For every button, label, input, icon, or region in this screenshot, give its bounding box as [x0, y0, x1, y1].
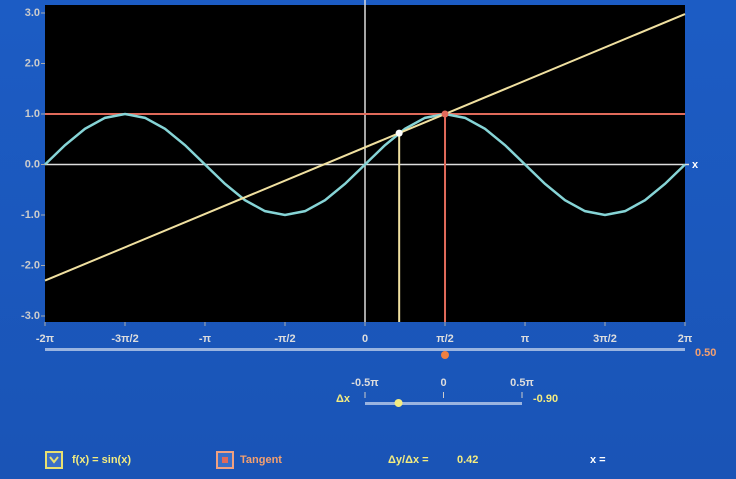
- x-slider-knob[interactable]: [441, 351, 449, 359]
- x-tick-label: π/2: [436, 333, 454, 345]
- x-slider-value: 0.50: [695, 347, 716, 359]
- x-tick-label: -π/2: [274, 333, 295, 345]
- dx-tick-label: 0: [440, 377, 446, 389]
- point: [441, 110, 449, 118]
- x-tick-label: -2π: [36, 333, 55, 345]
- check: [49, 456, 59, 464]
- y-tick-label: 1.0: [25, 108, 40, 120]
- secant-line: [44, 13, 686, 282]
- tangent-legend: Tangent: [240, 454, 282, 466]
- dx-tick-label: 0.5π: [510, 377, 534, 389]
- y-tick-label: -2.0: [21, 259, 40, 271]
- dx-label: Δx: [336, 393, 351, 405]
- y-tick-label: -1.0: [21, 209, 40, 221]
- dx-tick-label: -0.5π: [351, 377, 379, 389]
- sine-curve: [44, 112, 686, 217]
- dx-slider-knob[interactable]: [394, 399, 403, 407]
- dx-slider-track: [365, 402, 522, 405]
- y-tick-label: 3.0: [25, 7, 40, 19]
- x-axis-label: x: [692, 159, 699, 171]
- x-label: x =: [590, 454, 606, 466]
- function-legend: f(x) = sin(x): [72, 454, 131, 466]
- slope-value: 0.42: [457, 454, 478, 466]
- x-tick-label: -π: [199, 333, 212, 345]
- slope-label: Δy/Δx =: [388, 454, 429, 466]
- x-tick-label: π: [521, 333, 530, 345]
- x-tick-label: 3π/2: [593, 333, 617, 345]
- dx-value: -0.90: [533, 393, 558, 405]
- y-tick-label: 0.0: [25, 158, 40, 170]
- check: [222, 457, 228, 463]
- y-tick-label: 2.0: [25, 57, 40, 69]
- function-checkbox[interactable]: [45, 451, 63, 469]
- x-tick-label: 2π: [678, 333, 693, 345]
- x-slider-track: [45, 348, 685, 351]
- x-tick-label: 0: [362, 333, 368, 345]
- point: [395, 129, 403, 137]
- y-tick-label: -3.0: [21, 310, 40, 322]
- x-tick-label: -3π/2: [111, 333, 138, 345]
